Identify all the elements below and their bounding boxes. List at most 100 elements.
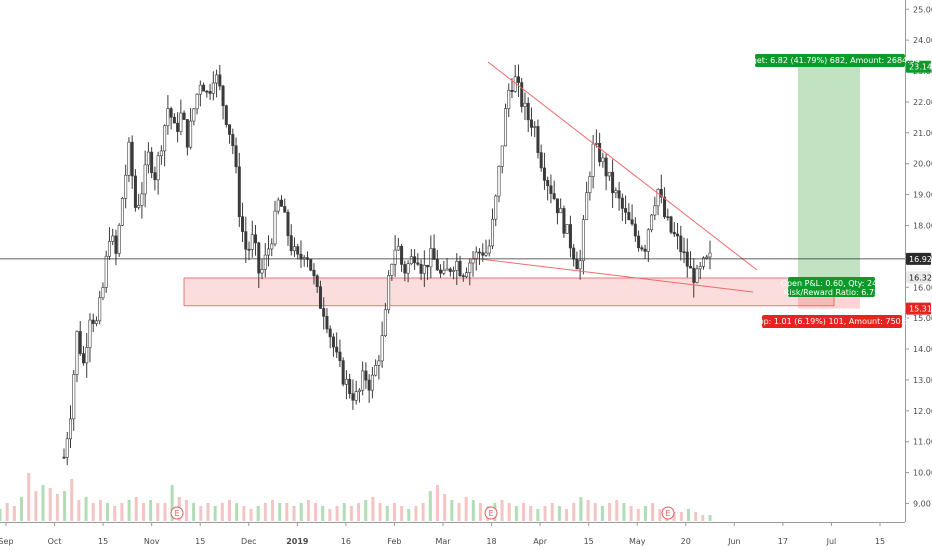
- earnings-marker-label: E: [665, 509, 670, 518]
- trendlines-layer: [0, 61, 905, 293]
- candle-body: [65, 438, 69, 458]
- candle-body: [318, 286, 322, 309]
- target-label-line: Target: 6.82 (41.79%) 682, Amount: 2684.…: [739, 56, 920, 65]
- volume-bar: [507, 503, 511, 521]
- position-labels: 23.14 16.92 16.32 15.31 Target: 6.82 (41.79%…: [739, 54, 932, 328]
- time-tick-label: Dec: [241, 537, 256, 546]
- volume-bar: [98, 500, 102, 521]
- volume-bar: [141, 503, 145, 521]
- candle-body: [133, 175, 137, 208]
- candle-body: [215, 74, 219, 84]
- volume-bar: [113, 506, 117, 521]
- earnings-marker[interactable]: [484, 506, 498, 520]
- volume-bar: [55, 494, 59, 521]
- time-tick-label: 17: [778, 537, 788, 546]
- support-zone: [183, 277, 835, 307]
- candle-body: [643, 248, 647, 252]
- candle-body: [328, 328, 332, 338]
- candle-body: [224, 105, 228, 125]
- time-tick-label: Jul: [826, 537, 837, 546]
- candle-body: [507, 90, 511, 109]
- earnings-marker[interactable]: [661, 506, 675, 520]
- candle-body: [202, 84, 206, 92]
- volume-bar: [0, 509, 2, 521]
- candle-body: [422, 264, 426, 274]
- candle-body: [380, 335, 384, 362]
- candle-body: [650, 214, 654, 231]
- candle-body: [598, 142, 602, 163]
- candle-body: [468, 262, 472, 273]
- volume-bar: [328, 509, 332, 521]
- volume-bar: [579, 497, 583, 521]
- candle-body: [413, 256, 417, 264]
- candle-body: [666, 216, 670, 219]
- candle-body: [111, 235, 115, 242]
- volume-layer: [0, 473, 712, 521]
- volume-bar: [694, 512, 698, 521]
- time-axis[interactable]: Sep Oct 15 Nov 15 Dec 2019 16 Feb Mar 18 Apr 15 May 20…: [0, 522, 905, 546]
- candle-body: [185, 119, 189, 148]
- volume-bar: [435, 485, 439, 521]
- volume-bar: [34, 491, 38, 521]
- candle-body: [692, 267, 696, 283]
- volume-bar: [156, 503, 160, 521]
- candle-body: [702, 257, 706, 267]
- volume-bar: [378, 503, 382, 521]
- candle-body: [315, 275, 319, 288]
- price-tick-label: 24.00: [913, 36, 932, 45]
- entry-price-pill-text: 16.32: [909, 273, 932, 282]
- volume-bar: [643, 506, 647, 521]
- volume-bar: [349, 506, 353, 521]
- volume-bar: [149, 500, 153, 521]
- lower-trendline: [471, 257, 754, 293]
- candle-body: [510, 90, 514, 92]
- volume-bar: [120, 503, 124, 521]
- candle-body: [159, 150, 163, 157]
- candle-body: [620, 197, 624, 209]
- volume-bar: [658, 509, 662, 521]
- volume-bar: [127, 500, 131, 521]
- candle-body: [679, 235, 683, 252]
- price-tick-label: 20.00: [913, 160, 932, 169]
- candle-body: [309, 259, 313, 271]
- candle-body: [646, 229, 650, 252]
- volume-bar: [63, 491, 67, 521]
- price-tick-label: 13.00: [913, 376, 932, 385]
- earnings-marker[interactable]: [170, 506, 184, 520]
- candle-body: [653, 205, 657, 216]
- price-tick-label: 18.00: [913, 221, 932, 230]
- candle-body: [588, 176, 592, 193]
- candle-body: [78, 331, 82, 354]
- candle-body: [341, 360, 345, 385]
- candle-body: [292, 246, 296, 252]
- candle-body: [549, 185, 553, 194]
- candle-body: [617, 190, 621, 199]
- candle-body: [624, 208, 628, 213]
- candle-body: [68, 418, 72, 440]
- volume-bar: [672, 512, 676, 521]
- volume-bar: [84, 497, 88, 521]
- candle-body: [127, 141, 131, 176]
- volume-bar: [314, 503, 318, 521]
- candle-body: [140, 193, 144, 206]
- volume-bar: [679, 512, 683, 521]
- candle-body: [695, 268, 699, 283]
- candle-body: [500, 145, 504, 167]
- volume-bar: [407, 509, 411, 521]
- volume-bar: [5, 503, 9, 521]
- volume-bar: [457, 503, 461, 521]
- volume-bar: [357, 503, 361, 521]
- candle-body: [91, 319, 95, 324]
- candle-body: [351, 393, 355, 401]
- volume-bar: [443, 494, 447, 521]
- candle-body: [390, 263, 394, 276]
- volume-bar: [543, 506, 547, 521]
- candle-body: [279, 199, 283, 207]
- volume-bar: [91, 503, 95, 521]
- volume-bar: [213, 506, 217, 521]
- candle-body: [296, 246, 300, 255]
- candle-body: [370, 374, 374, 391]
- candle-body: [273, 210, 277, 245]
